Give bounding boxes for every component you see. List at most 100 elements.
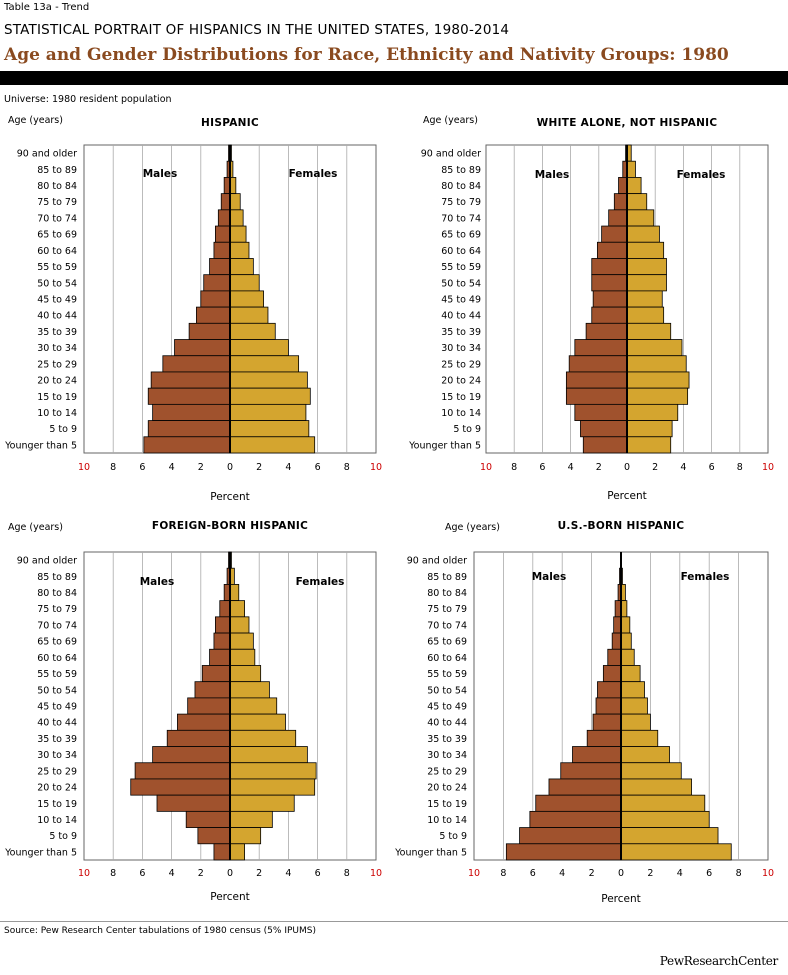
x-tick-label: 4 [568, 462, 574, 473]
x-tick-label: 2 [647, 868, 653, 879]
age-tick-label: 60 to 64 [427, 653, 467, 664]
bar-male [611, 632, 622, 650]
age-tick-label: 75 to 79 [37, 197, 77, 208]
bar-female [229, 193, 241, 211]
age-tick-label: Younger than 5 [394, 847, 467, 858]
bar-female [229, 371, 308, 389]
bar-male [568, 355, 628, 373]
bar-female [626, 306, 665, 324]
x-tick-label: 10 [468, 868, 480, 879]
bar-female [626, 339, 683, 357]
bar-female [229, 616, 250, 634]
bar-female [229, 355, 300, 373]
age-tick-label: 90 and older [407, 556, 467, 567]
age-tick-label: Younger than 5 [4, 847, 77, 858]
bar-female [229, 209, 244, 227]
x-tick-label: 8 [110, 868, 116, 879]
bar-female [620, 681, 645, 699]
x-tick-label: 8 [511, 462, 517, 473]
bar-female [229, 665, 262, 683]
age-tick-label: 10 to 14 [37, 815, 77, 826]
age-tick-label: 80 to 84 [441, 181, 481, 192]
bar-female [229, 648, 256, 666]
age-tick-label: 90 and older [17, 556, 77, 567]
x-tick-label: 8 [344, 462, 350, 473]
bar-female [620, 746, 670, 764]
bar-male [166, 729, 231, 747]
age-tick-label: 35 to 39 [37, 327, 77, 338]
age-tick-label: 15 to 19 [427, 799, 467, 810]
bar-female [620, 616, 631, 634]
x-tick-label: 10 [762, 462, 774, 473]
age-tick-label: 45 to 49 [37, 702, 77, 713]
bar-male [565, 371, 628, 389]
age-tick-label: 60 to 64 [37, 246, 77, 257]
bar-male [572, 746, 622, 764]
age-tick-label: 75 to 79 [427, 604, 467, 615]
age-tick-label: 35 to 39 [441, 327, 481, 338]
x-tick-label: 6 [315, 868, 321, 879]
bar-female [626, 371, 690, 389]
age-tick-label: 15 to 19 [37, 799, 77, 810]
bar-male [197, 827, 231, 845]
age-tick-label: 20 to 24 [427, 783, 467, 794]
bar-male [613, 193, 628, 211]
bar-male [185, 810, 231, 828]
x-tick-label: 10 [78, 462, 90, 473]
bar-male [582, 436, 628, 454]
bar-male [203, 274, 231, 292]
age-tick-label: 65 to 69 [37, 637, 77, 648]
y-axis-label: Age (years) [8, 115, 63, 126]
age-tick-label: 85 to 89 [37, 572, 77, 583]
age-tick-label: 45 to 49 [441, 295, 481, 306]
x-tick-label: 2 [198, 868, 204, 879]
bar-male [143, 436, 231, 454]
age-tick-label: 75 to 79 [441, 197, 481, 208]
age-tick-label: 30 to 34 [37, 750, 77, 761]
bar-female [620, 827, 719, 845]
bar-female [626, 225, 660, 243]
bar-male [217, 209, 231, 227]
bar-male [219, 600, 231, 618]
age-tick-label: 90 and older [421, 149, 481, 160]
x-tick-label: 4 [169, 462, 175, 473]
bar-female [626, 274, 667, 292]
bar-male [574, 403, 628, 421]
bar-male [591, 258, 628, 276]
bar-female [626, 436, 672, 454]
bar-male [565, 387, 628, 405]
age-tick-label: Younger than 5 [408, 440, 481, 451]
bar-female [229, 225, 247, 243]
bar-male [580, 420, 628, 438]
age-tick-label: 45 to 49 [37, 295, 77, 306]
bar-female [620, 648, 635, 666]
age-tick-label: 30 to 34 [427, 750, 467, 761]
x-tick-label: 4 [285, 462, 291, 473]
bar-male [220, 193, 231, 211]
age-tick-label: 25 to 29 [427, 766, 467, 777]
x-tick-label: 0 [618, 868, 624, 879]
bar-female [229, 387, 311, 405]
bar-male [200, 290, 231, 308]
bar-male [147, 420, 231, 438]
bar-female [229, 306, 269, 324]
bar-female [229, 729, 297, 747]
age-tick-label: 55 to 59 [427, 669, 467, 680]
bar-male [596, 241, 628, 259]
bar-female [229, 290, 264, 308]
bar-female [229, 762, 317, 780]
bar-female [626, 387, 689, 405]
males-label: Males [535, 169, 570, 181]
bar-male [601, 225, 628, 243]
age-tick-label: 50 to 54 [441, 278, 481, 289]
age-tick-label: 70 to 74 [441, 213, 481, 224]
bar-male [597, 681, 622, 699]
bar-male [592, 290, 628, 308]
bar-male [585, 322, 628, 340]
x-tick-label: 10 [370, 868, 382, 879]
bar-female [229, 274, 260, 292]
y-axis-label: Age (years) [445, 522, 500, 533]
age-tick-label: 5 to 9 [49, 424, 77, 435]
bar-male [187, 697, 231, 715]
age-tick-label: 70 to 74 [37, 620, 77, 631]
